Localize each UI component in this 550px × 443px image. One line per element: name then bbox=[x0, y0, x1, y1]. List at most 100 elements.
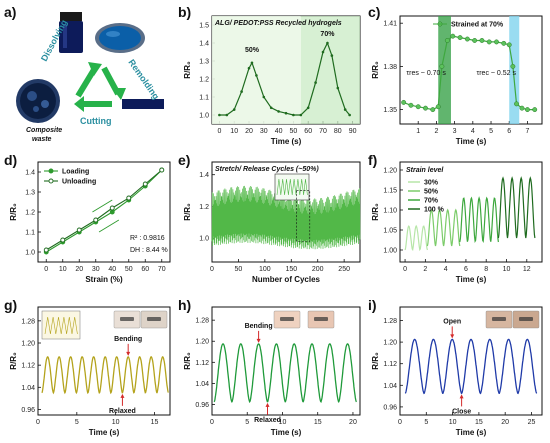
x-tick-label: 60 bbox=[141, 266, 149, 273]
data-point bbox=[444, 38, 450, 43]
x-tick-label: 6 bbox=[464, 266, 468, 273]
annotation-70: 70% bbox=[320, 31, 335, 38]
data-point bbox=[524, 107, 530, 113]
recovery-time-annotation: τrec ~ 0.52 s bbox=[476, 70, 516, 77]
y-axis-label: R/R₀ bbox=[183, 203, 192, 221]
x-tick-label: 10 bbox=[112, 419, 120, 426]
film-strip-image bbox=[122, 99, 164, 109]
data-point bbox=[109, 209, 115, 215]
series-line bbox=[459, 196, 499, 244]
series-line bbox=[426, 208, 461, 247]
data-point bbox=[439, 63, 445, 69]
y-tick-label: 1.4 bbox=[199, 172, 209, 179]
x-tick-label: 5 bbox=[75, 419, 79, 426]
panel-label-i: i) bbox=[368, 297, 377, 313]
y-tick-label: 1.05 bbox=[383, 228, 397, 235]
annotation-50: 50% bbox=[245, 47, 260, 54]
y-tick-label: 1.2 bbox=[25, 210, 35, 217]
peak-arrowhead bbox=[256, 338, 261, 343]
chart-title: Stretch/ Release Cycles (~50%) bbox=[215, 166, 319, 173]
x-tick-label: 50 bbox=[235, 266, 243, 273]
data-point bbox=[262, 95, 266, 99]
y-tick-label: 1.38 bbox=[383, 64, 397, 71]
unloading-arrow bbox=[98, 219, 120, 233]
x-tick-label: 10 bbox=[449, 419, 457, 426]
x-tick-label: 10 bbox=[59, 266, 67, 273]
chart-title: Strain level bbox=[406, 167, 444, 174]
panel-label-f: f) bbox=[368, 152, 377, 168]
data-point bbox=[343, 108, 347, 111]
data-point bbox=[510, 63, 516, 69]
data-point bbox=[506, 42, 512, 48]
plot-frame bbox=[399, 161, 543, 263]
x-tick-label: 2 bbox=[423, 266, 427, 273]
x-tick-label: 40 bbox=[108, 266, 116, 273]
petri-dish-image bbox=[95, 23, 145, 53]
data-point bbox=[486, 39, 492, 45]
x-axis-label: Time (s) bbox=[456, 275, 487, 284]
y-tick-label: 0.96 bbox=[21, 407, 35, 414]
y-tick-label: 1.2 bbox=[199, 77, 209, 84]
y-tick-label: 1.1 bbox=[25, 230, 35, 237]
data-point bbox=[43, 247, 49, 253]
data-point bbox=[501, 40, 507, 46]
x-tick-label: 0 bbox=[36, 419, 40, 426]
data-point bbox=[519, 105, 525, 111]
petri-dish-gel bbox=[99, 26, 141, 50]
data-point bbox=[494, 39, 499, 45]
inset-zoom bbox=[274, 173, 310, 201]
data-point bbox=[348, 113, 351, 117]
data-point bbox=[109, 205, 115, 211]
data-point bbox=[247, 66, 251, 70]
remolding-label: Remolding bbox=[126, 57, 161, 101]
y-tick-label: 1.04 bbox=[21, 385, 35, 392]
inset-graph bbox=[41, 310, 81, 340]
x-tick-label: 5 bbox=[489, 128, 493, 135]
x-tick-label: 2 bbox=[434, 128, 438, 135]
sensor-on-skin bbox=[147, 317, 161, 321]
x-tick-label: 8 bbox=[484, 266, 488, 273]
data-point bbox=[76, 227, 82, 233]
data-point bbox=[126, 195, 132, 201]
y-tick-label: 0.96 bbox=[195, 402, 209, 409]
y-tick-label: 1.28 bbox=[21, 318, 35, 325]
plot-e: 0 50 100 150 200 250 1.0 1.2 1.4 Number of Cycles… bbox=[183, 161, 361, 284]
y-tick-label: 1.3 bbox=[199, 59, 209, 66]
y-tick-label: 1.12 bbox=[21, 363, 35, 370]
x-axis-label: Time (s) bbox=[271, 428, 302, 437]
vial-shine bbox=[63, 24, 67, 48]
plot-b: 0 10 20 30 40 50 60 70 80 90 1.0 1.1 1.2 1.3 1.4 1.5 Tim… bbox=[183, 15, 361, 146]
x-tick-label: 30 bbox=[260, 128, 268, 135]
x-tick-label: 0 bbox=[217, 128, 221, 135]
data-point bbox=[430, 107, 436, 113]
y-tick-label: 1.4 bbox=[25, 170, 35, 177]
sensor-on-skin bbox=[314, 317, 328, 321]
waste-chunk bbox=[33, 106, 39, 112]
y-tick-label: 1.41 bbox=[383, 21, 397, 28]
x-tick-label: 4 bbox=[444, 266, 448, 273]
panel-label-a: a) bbox=[4, 4, 16, 20]
signal-line bbox=[404, 338, 538, 395]
x-tick-label: 0 bbox=[44, 266, 48, 273]
data-point bbox=[326, 41, 329, 45]
y-tick-label: 1.20 bbox=[383, 340, 397, 347]
vial-cap bbox=[60, 12, 82, 21]
legend-label: Loading bbox=[62, 169, 89, 176]
y-tick-label: 1.28 bbox=[383, 318, 397, 325]
y-tick-label: 1.15 bbox=[383, 188, 397, 195]
valley-annotation: Close bbox=[452, 408, 471, 415]
y-axis-label: R/R₀ bbox=[9, 352, 18, 370]
y-tick-label: 1.12 bbox=[195, 360, 209, 367]
data-point bbox=[60, 237, 66, 243]
x-tick-label: 10 bbox=[503, 266, 511, 273]
waste-label-line1: Composite bbox=[26, 127, 62, 134]
sensor-on-skin bbox=[519, 317, 533, 321]
x-tick-label: 4 bbox=[471, 128, 475, 135]
data-point bbox=[277, 110, 280, 113]
x-tick-label: 20 bbox=[245, 128, 253, 135]
y-tick-label: 1.0 bbox=[199, 236, 209, 243]
y-tick-label: 1.12 bbox=[383, 361, 397, 368]
waste-chunk bbox=[41, 100, 49, 108]
plot-f: 0 2 4 6 8 10 12 1.00 1.05 1.10 1.15 1.20 Time (s) R/R… bbox=[371, 161, 543, 284]
y-tick-label: 1.5 bbox=[199, 23, 209, 30]
